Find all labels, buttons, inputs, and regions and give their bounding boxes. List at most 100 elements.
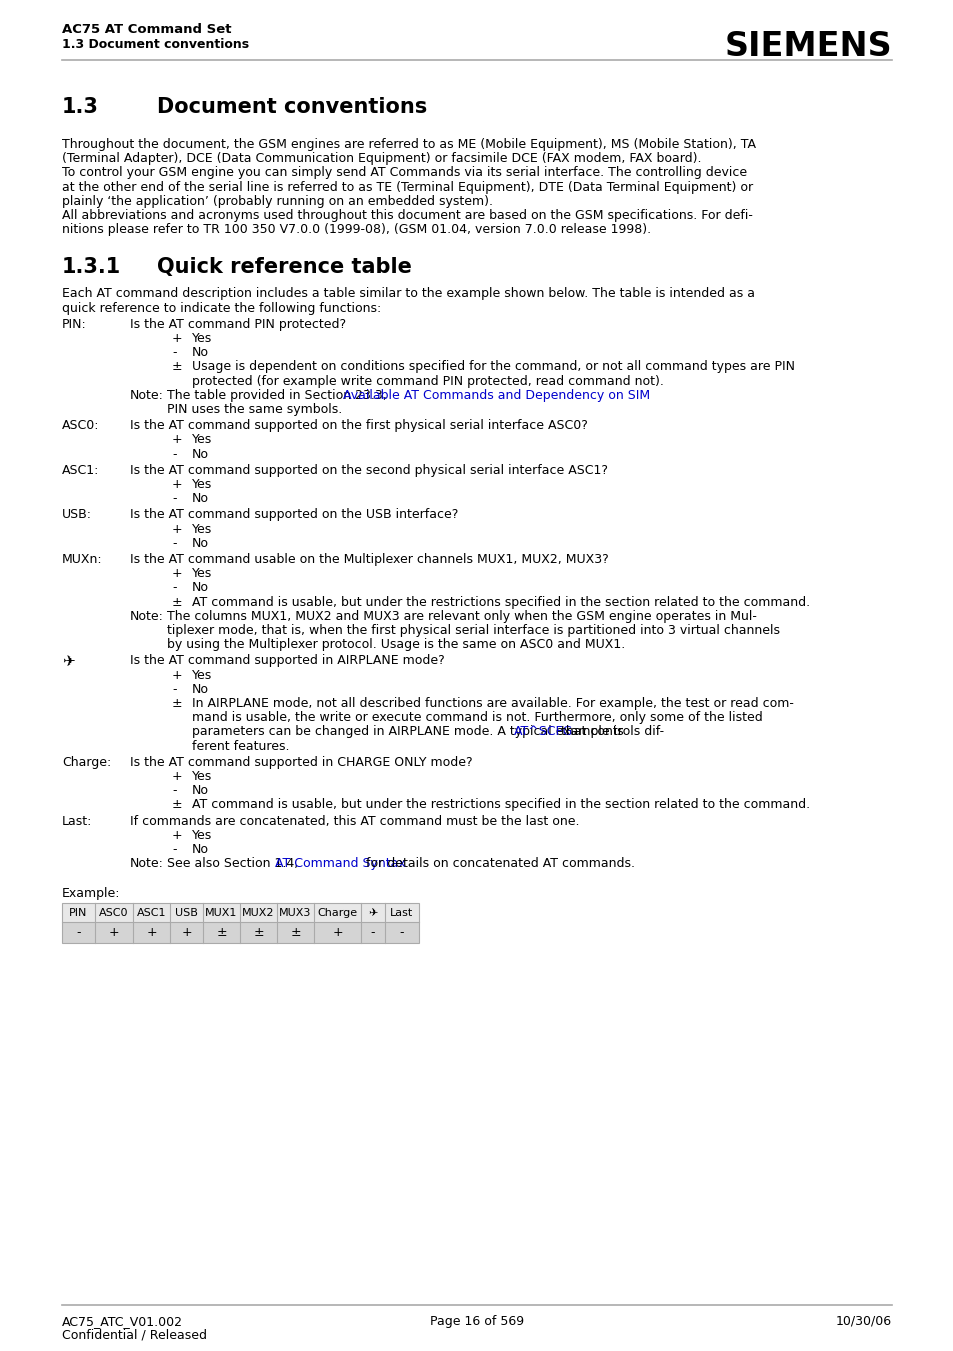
Text: No: No [192,536,209,550]
Text: SIEMENS: SIEMENS [723,30,891,63]
Text: plainly ‘the application’ (probably running on an embedded system).: plainly ‘the application’ (probably runn… [62,195,493,208]
Text: by using the Multiplexer protocol. Usage is the same on ASC0 and MUX1.: by using the Multiplexer protocol. Usage… [167,638,624,651]
Text: If commands are concatenated, this AT command must be the last one.: If commands are concatenated, this AT co… [130,815,578,828]
Text: Is the AT command supported on the USB interface?: Is the AT command supported on the USB i… [130,508,457,521]
Text: Note:: Note: [130,609,164,623]
Text: Last:: Last: [62,815,92,828]
Text: In AIRPLANE mode, not all described functions are available. For example, the te: In AIRPLANE mode, not all described func… [192,697,793,711]
Text: -: - [371,927,375,939]
Text: Available AT Commands and Dependency on SIM: Available AT Commands and Dependency on … [343,389,649,401]
Text: Page 16 of 569: Page 16 of 569 [430,1315,523,1328]
Text: parameters can be changed in AIRPLANE mode. A typical example is: parameters can be changed in AIRPLANE mo… [192,725,627,739]
Text: Yes: Yes [192,770,212,784]
Text: MUX1: MUX1 [205,908,237,917]
Text: No: No [192,682,209,696]
Text: -: - [172,784,176,797]
Text: Yes: Yes [192,523,212,535]
Text: The columns MUX1, MUX2 and MUX3 are relevant only when the GSM engine operates i: The columns MUX1, MUX2 and MUX3 are rele… [167,609,756,623]
Text: Yes: Yes [192,669,212,682]
Text: +: + [172,434,182,446]
Text: Is the AT command supported in AIRPLANE mode?: Is the AT command supported in AIRPLANE … [130,654,444,667]
Text: MUX3: MUX3 [279,908,312,917]
Text: +: + [146,927,156,939]
Text: Yes: Yes [192,434,212,446]
Text: Note:: Note: [130,389,164,401]
Text: USB:: USB: [62,508,91,521]
Text: Note:: Note: [130,857,164,870]
Text: PIN uses the same symbols.: PIN uses the same symbols. [167,403,342,416]
Text: ✈: ✈ [62,654,74,669]
Text: ferent features.: ferent features. [192,739,289,753]
Text: +: + [172,478,182,490]
Text: Is the AT command usable on the Multiplexer channels MUX1, MUX2, MUX3?: Is the AT command usable on the Multiple… [130,553,608,566]
Text: AT Command Syntax: AT Command Syntax [274,857,405,870]
Text: Confidential / Released: Confidential / Released [62,1329,207,1342]
Text: AT^SCFG: AT^SCFG [514,725,573,739]
Text: -: - [172,492,176,505]
Text: Is the AT command supported on the first physical serial interface ASC0?: Is the AT command supported on the first… [130,419,587,432]
Text: Yes: Yes [192,478,212,490]
Text: +: + [172,770,182,784]
Text: Is the AT command supported on the second physical serial interface ASC1?: Is the AT command supported on the secon… [130,463,607,477]
Text: +: + [332,927,342,939]
Text: Throughout the document, the GSM engines are referred to as ME (Mobile Equipment: Throughout the document, the GSM engines… [62,138,755,151]
Text: Yes: Yes [192,567,212,580]
Text: -: - [172,536,176,550]
Text: Quick reference table: Quick reference table [157,258,412,277]
Text: Yes: Yes [192,332,212,345]
Text: -: - [76,927,81,939]
Text: -: - [172,346,176,359]
Text: at the other end of the serial line is referred to as TE (Terminal Equipment), D: at the other end of the serial line is r… [62,181,752,193]
Text: +: + [181,927,192,939]
Text: -: - [172,447,176,461]
Text: ±: ± [172,798,182,812]
Text: +: + [172,332,182,345]
Text: -: - [399,927,404,939]
Text: that controls dif-: that controls dif- [557,725,663,739]
Text: ±: ± [172,596,182,608]
Text: -: - [172,581,176,594]
Text: -: - [172,682,176,696]
Text: mand is usable, the write or execute command is not. Furthermore, only some of t: mand is usable, the write or execute com… [192,711,762,724]
Text: ±: ± [216,927,227,939]
Text: Last: Last [390,908,414,917]
Text: ±: ± [172,361,182,373]
Text: USB: USB [175,908,197,917]
Text: +: + [109,927,119,939]
Text: No: No [192,346,209,359]
Text: ASC0:: ASC0: [62,419,99,432]
Text: Charge:: Charge: [62,755,112,769]
Text: AT command is usable, but under the restrictions specified in the section relate: AT command is usable, but under the rest… [192,798,809,812]
Text: Document conventions: Document conventions [157,97,427,118]
Text: ✈: ✈ [368,908,377,917]
Bar [62,904,418,943]
Text: tiplexer mode, that is, when the first physical serial interface is partitioned : tiplexer mode, that is, when the first p… [167,624,780,638]
Text: AT command is usable, but under the restrictions specified in the section relate: AT command is usable, but under the rest… [192,596,809,608]
Text: ASC0: ASC0 [99,908,129,917]
Text: The table provided in Section 23.3,: The table provided in Section 23.3, [167,389,391,401]
Text: ±: ± [253,927,264,939]
Text: nitions please refer to TR 100 350 V7.0.0 (1999-08), (GSM 01.04, version 7.0.0 r: nitions please refer to TR 100 350 V7.0.… [62,223,651,236]
Text: for details on concatenated AT commands.: for details on concatenated AT commands. [361,857,635,870]
Text: 1.3: 1.3 [62,97,99,118]
Text: Usage is dependent on conditions specified for the command, or not all command t: Usage is dependent on conditions specifi… [192,361,794,373]
Text: No: No [192,843,209,857]
Text: 1.3 Document conventions: 1.3 Document conventions [62,38,249,51]
Text: No: No [192,492,209,505]
Text: +: + [172,567,182,580]
Text: See also Section 1.4,: See also Section 1.4, [167,857,302,870]
Text: To control your GSM engine you can simply send AT Commands via its serial interf: To control your GSM engine you can simpl… [62,166,746,180]
Text: Charge: Charge [317,908,357,917]
Text: Is the AT command PIN protected?: Is the AT command PIN protected? [130,317,346,331]
Text: No: No [192,784,209,797]
Text: ASC1: ASC1 [136,908,166,917]
Text: (Terminal Adapter), DCE (Data Communication Equipment) or facsimile DCE (FAX mod: (Terminal Adapter), DCE (Data Communicat… [62,153,700,165]
Text: quick reference to indicate the following functions:: quick reference to indicate the followin… [62,301,381,315]
Text: ±: ± [290,927,300,939]
Text: 10/30/06: 10/30/06 [835,1315,891,1328]
Text: Yes: Yes [192,828,212,842]
Text: +: + [172,669,182,682]
Text: PIN:: PIN: [62,317,87,331]
Text: 1.3.1: 1.3.1 [62,258,121,277]
Text: AC75_ATC_V01.002: AC75_ATC_V01.002 [62,1315,183,1328]
